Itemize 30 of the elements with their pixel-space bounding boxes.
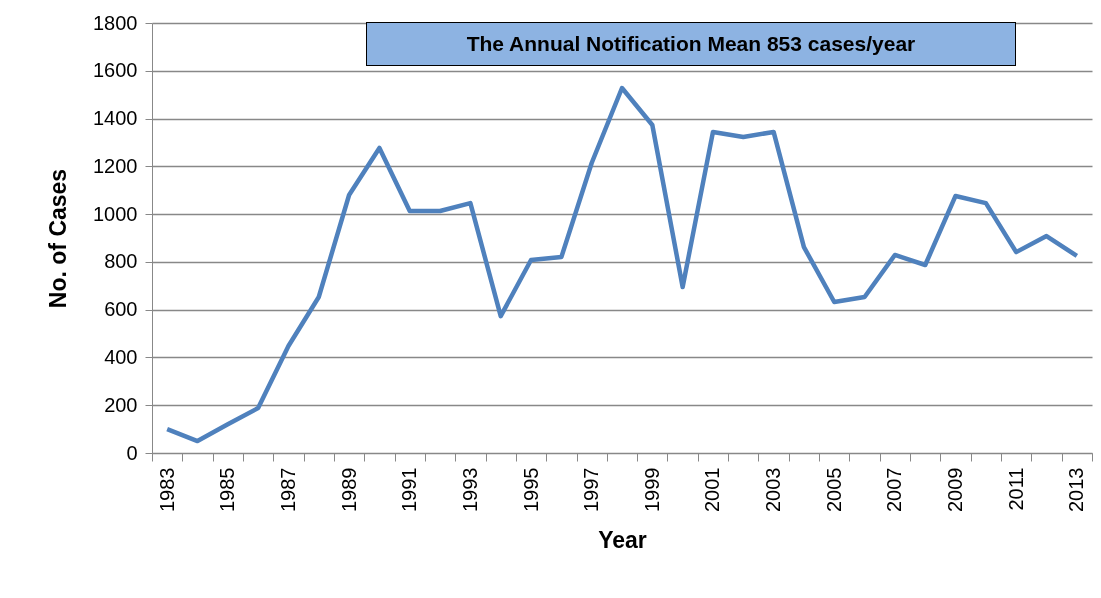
- x-tick-label: 1993: [458, 467, 481, 512]
- y-tick-label: 0: [126, 441, 138, 464]
- y-tick-label: 1400: [93, 107, 138, 130]
- y-axis-title: No. of Cases: [45, 168, 72, 309]
- y-tick-label: 800: [104, 250, 138, 273]
- y-tick-label: 1800: [93, 11, 138, 34]
- y-tick-label: 1600: [93, 59, 138, 82]
- x-tick-label: 1983: [155, 467, 178, 512]
- x-tick-label: 2009: [944, 467, 967, 512]
- x-axis-title: Year: [598, 526, 647, 553]
- line-series: [164, 85, 1080, 444]
- y-tick-label: 1200: [93, 154, 138, 177]
- x-tick-label: 1985: [216, 467, 239, 512]
- x-tick-label: 2007: [883, 467, 906, 512]
- x-tick-label: 2013: [1065, 467, 1088, 512]
- x-tick-label: 1987: [276, 467, 299, 512]
- x-tick-label: 2005: [822, 467, 845, 512]
- text-box: The Annual Notification Mean 853 cases/year: [366, 22, 1016, 66]
- x-tick-label: 2011: [1004, 467, 1027, 511]
- x-tick-label: 2003: [762, 467, 785, 512]
- y-tick-label: 600: [104, 298, 138, 321]
- y-tick-label: 200: [104, 393, 138, 416]
- x-tick-label: 1999: [640, 467, 663, 512]
- x-tick-label: 1989: [337, 467, 360, 512]
- y-tick-label: 1000: [93, 202, 138, 225]
- x-tick-label: 1991: [398, 467, 421, 512]
- x-tick-label: 2001: [701, 467, 724, 512]
- x-tick-label: 1997: [580, 467, 603, 512]
- y-tick-label: 400: [104, 345, 138, 368]
- x-tick-label: 1995: [519, 467, 542, 512]
